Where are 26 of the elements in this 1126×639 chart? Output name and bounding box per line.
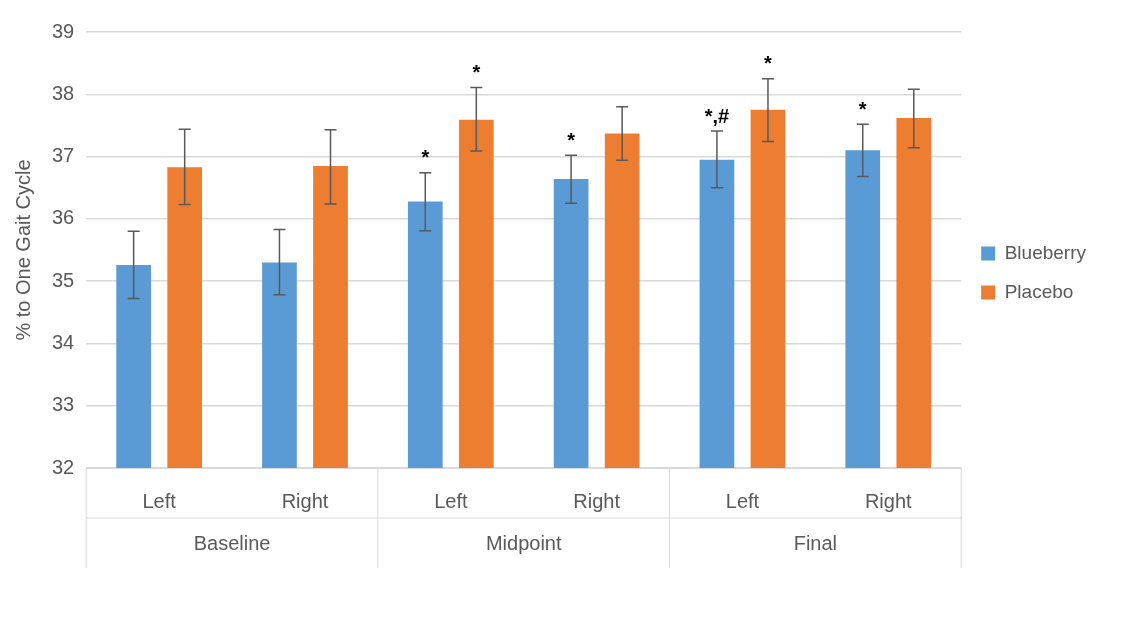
x-tick-label: Left xyxy=(725,489,760,512)
data-label: * xyxy=(567,128,576,151)
x-tick-label: Left xyxy=(142,489,177,512)
x-tick-label: Left xyxy=(434,489,468,512)
y-tick-label: 35 xyxy=(52,268,75,291)
data-label: * xyxy=(858,97,867,120)
y-axis-title: % to One Gait Cycle xyxy=(11,159,34,341)
data-label: * xyxy=(764,52,773,75)
text: Final xyxy=(793,531,838,554)
text: Baseline xyxy=(193,531,271,554)
data-label: *,# xyxy=(704,104,730,127)
x-tick-label: Right xyxy=(281,489,329,512)
y-tick-label: 39 xyxy=(52,19,75,42)
legend-label: Placebo xyxy=(1004,280,1074,302)
y-tick-label: 36 xyxy=(52,206,75,229)
x-tick-label: Right xyxy=(864,489,913,512)
y-tick-label: 34 xyxy=(52,330,75,353)
data-label: * xyxy=(421,146,430,169)
y-tick-label: 33 xyxy=(52,393,75,416)
y-tick-label: 32 xyxy=(52,455,75,478)
text: Midpoint xyxy=(485,531,562,554)
y-tick-label: 37 xyxy=(52,144,75,167)
data-label: * xyxy=(472,60,481,83)
x-tick-label: Right xyxy=(573,489,621,512)
y-tick-label: 38 xyxy=(52,81,75,104)
legend-label: Blueberry xyxy=(1004,241,1087,263)
